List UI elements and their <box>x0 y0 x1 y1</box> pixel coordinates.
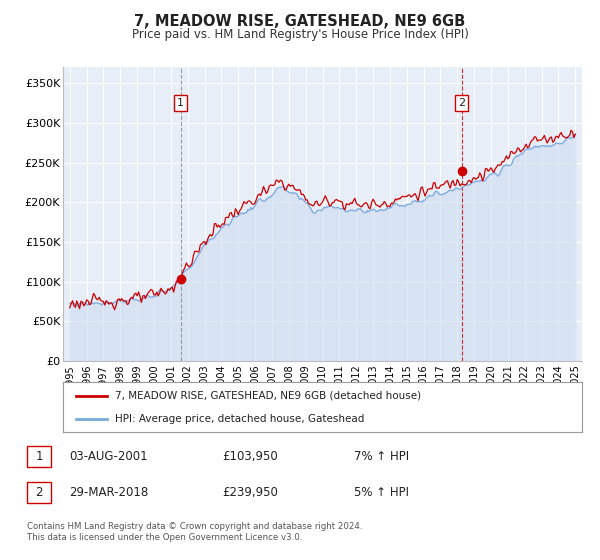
Text: Price paid vs. HM Land Registry's House Price Index (HPI): Price paid vs. HM Land Registry's House … <box>131 28 469 41</box>
Text: 7, MEADOW RISE, GATESHEAD, NE9 6GB (detached house): 7, MEADOW RISE, GATESHEAD, NE9 6GB (deta… <box>115 390 421 400</box>
Text: This data is licensed under the Open Government Licence v3.0.: This data is licensed under the Open Gov… <box>27 533 302 542</box>
Text: 1: 1 <box>177 98 184 108</box>
Text: Contains HM Land Registry data © Crown copyright and database right 2024.: Contains HM Land Registry data © Crown c… <box>27 522 362 531</box>
Text: 2: 2 <box>35 486 43 500</box>
Text: 2: 2 <box>458 98 465 108</box>
Text: 7, MEADOW RISE, GATESHEAD, NE9 6GB: 7, MEADOW RISE, GATESHEAD, NE9 6GB <box>134 14 466 29</box>
Text: 5% ↑ HPI: 5% ↑ HPI <box>354 486 409 500</box>
Text: 7% ↑ HPI: 7% ↑ HPI <box>354 450 409 463</box>
Text: 29-MAR-2018: 29-MAR-2018 <box>69 486 148 500</box>
Text: £239,950: £239,950 <box>222 486 278 500</box>
Text: 03-AUG-2001: 03-AUG-2001 <box>69 450 148 463</box>
Text: HPI: Average price, detached house, Gateshead: HPI: Average price, detached house, Gate… <box>115 414 364 424</box>
Text: £103,950: £103,950 <box>222 450 278 463</box>
Text: 1: 1 <box>35 450 43 463</box>
